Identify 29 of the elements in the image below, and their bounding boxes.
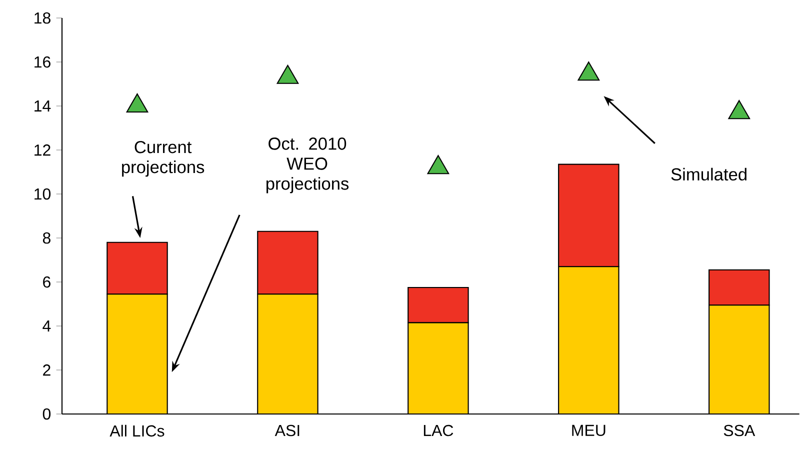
- y-tick-label: 0: [42, 408, 51, 420]
- point: [126, 93, 148, 113]
- annotation: Current projections: [122, 140, 204, 177]
- y-tick-label: 10: [34, 188, 51, 200]
- y-tick-label: 4: [42, 320, 51, 332]
- bar: [408, 322, 468, 414]
- annotation: Oct. 2010 WEO projections: [266, 138, 349, 194]
- bar: [258, 294, 318, 414]
- bar: [408, 286, 469, 324]
- y-tick-label: 8: [42, 232, 50, 244]
- bar: [708, 304, 770, 414]
- y-tick-label: 6: [43, 276, 50, 288]
- x-tick-label: ASI: [274, 424, 300, 436]
- x-tick-label: MEU: [572, 424, 606, 436]
- y-tick-label: 12: [34, 144, 50, 156]
- x-tick-label: LAC: [424, 424, 454, 436]
- y-tick-label: 2: [43, 364, 50, 376]
- annotation: Simulated: [671, 168, 746, 181]
- y-tick-label: 18: [34, 12, 50, 24]
- y-tick-label: 14: [34, 100, 51, 112]
- point: [728, 100, 750, 120]
- x-tick-label: SSA: [724, 424, 756, 436]
- point: [578, 62, 600, 81]
- y-tick-label: 16: [34, 56, 50, 68]
- point: [276, 64, 299, 84]
- point: [427, 155, 450, 174]
- x-tick-label: All LICs: [110, 424, 164, 437]
- bar: [107, 294, 168, 414]
- bar: [558, 266, 619, 414]
